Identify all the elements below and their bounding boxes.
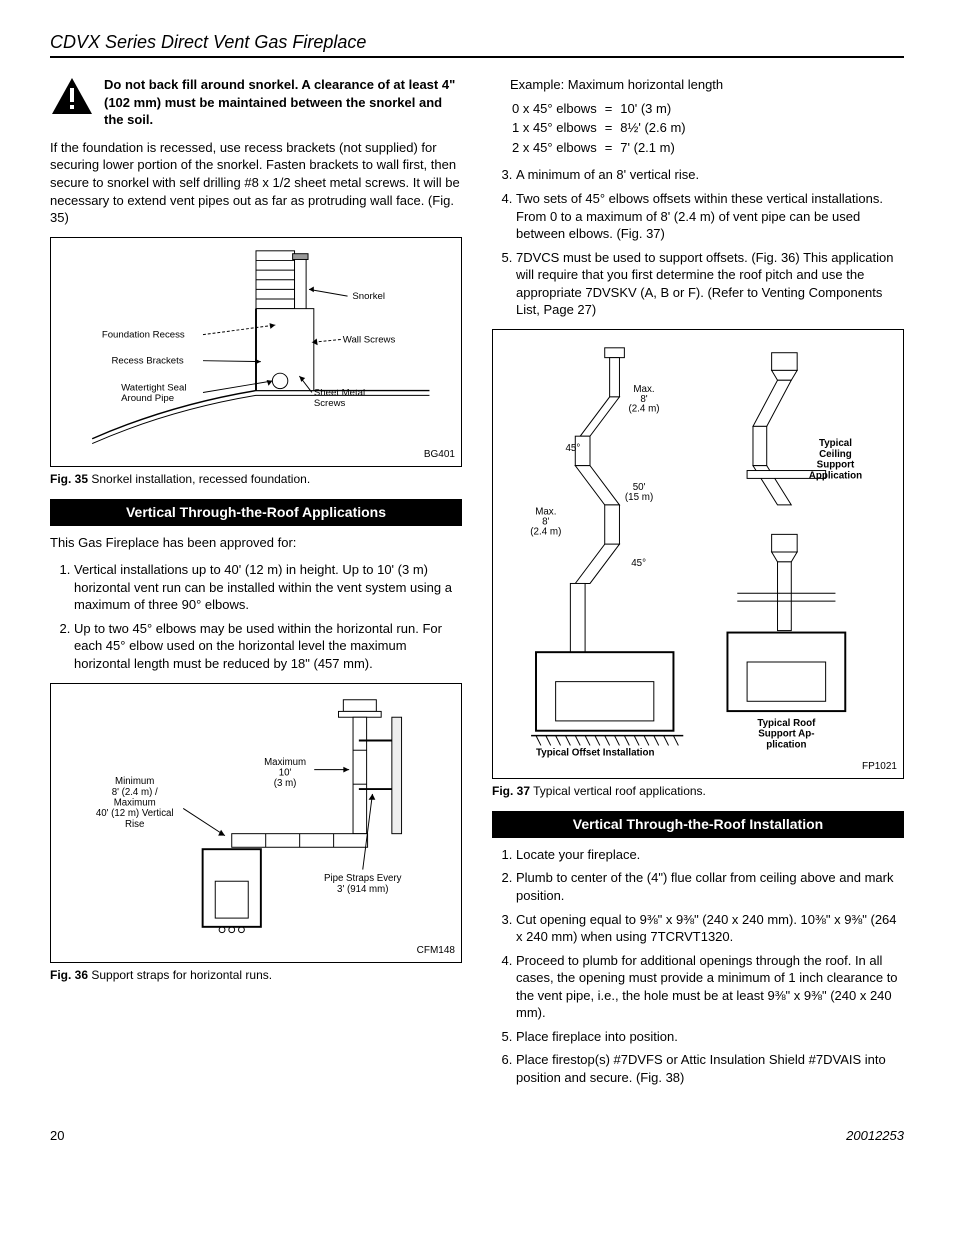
document-number: 20012253 xyxy=(846,1127,904,1145)
document-title: CDVX Series Direct Vent Gas Fireplace xyxy=(50,30,904,58)
elbow-table: 0 x 45° elbows=10' (3 m) 1 x 45° elbows=… xyxy=(510,98,694,159)
svg-text:TypicalCeilingSupportApplicati: TypicalCeilingSupportApplication xyxy=(809,438,862,481)
figure-36-code: CFM148 xyxy=(417,944,455,958)
svg-text:50'(15 m): 50'(15 m) xyxy=(625,482,653,503)
page-footer: 20 20012253 xyxy=(50,1127,904,1145)
list-item: Place firestop(s) #7DVFS or Attic Insula… xyxy=(516,1051,904,1086)
two-column-layout: Do not back fill around snorkel. A clear… xyxy=(50,76,904,1096)
svg-text:Foundation Recess: Foundation Recess xyxy=(102,329,185,340)
svg-text:Pipe Straps Every3' (914 mm): Pipe Straps Every3' (914 mm) xyxy=(324,873,402,895)
figure-37-caption: Fig. 37 Typical vertical roof applicatio… xyxy=(492,783,904,799)
section-heading-applications: Vertical Through-the-Roof Applications xyxy=(50,499,462,526)
left-column: Do not back fill around snorkel. A clear… xyxy=(50,76,462,1096)
svg-text:45°: 45° xyxy=(631,558,646,569)
list-item: Up to two 45° elbows may be used within … xyxy=(74,620,462,673)
svg-text:Typical RoofSupport Ap-plicati: Typical RoofSupport Ap-plication xyxy=(757,718,816,751)
figure-35-caption: Fig. 35 Snorkel installation, recessed f… xyxy=(50,471,462,487)
svg-text:Sheet MetalScrews: Sheet MetalScrews xyxy=(314,387,365,409)
figure-35: Snorkel Foundation Recess Wall Screws Re… xyxy=(50,237,462,467)
svg-text:Minimum8' (2.4 m) /Maximum40': Minimum8' (2.4 m) /Maximum40' (12 m) Ver… xyxy=(96,776,174,830)
figure-36-caption: Fig. 36 Support straps for horizontal ru… xyxy=(50,967,462,983)
svg-text:45°: 45° xyxy=(565,443,580,454)
foundation-paragraph: If the foundation is recessed, use reces… xyxy=(50,139,462,227)
warning-icon xyxy=(50,76,94,121)
svg-text:Wall Screws: Wall Screws xyxy=(343,334,396,345)
section-heading-installation: Vertical Through-the-Roof Installation xyxy=(492,811,904,838)
svg-text:Max.8'(2.4 m): Max.8'(2.4 m) xyxy=(628,384,659,415)
applications-list: Vertical installations up to 40' (12 m) … xyxy=(50,561,462,672)
list-item: Vertical installations up to 40' (12 m) … xyxy=(74,561,462,614)
list-item: Cut opening equal to 9⅜" x 9⅜" (240 x 24… xyxy=(516,911,904,946)
list-item: Plumb to center of the (4") flue collar … xyxy=(516,869,904,904)
warning-text: Do not back fill around snorkel. A clear… xyxy=(104,76,462,129)
applications-list-continued: A minimum of an 8' vertical rise. Two se… xyxy=(492,166,904,318)
warning-block: Do not back fill around snorkel. A clear… xyxy=(50,76,462,129)
approved-text: This Gas Fireplace has been approved for… xyxy=(50,534,462,552)
list-item: A minimum of an 8' vertical rise. xyxy=(516,166,904,184)
installation-list: Locate your fireplace. Plumb to center o… xyxy=(492,846,904,1087)
svg-text:Snorkel: Snorkel xyxy=(352,291,385,302)
page-number: 20 xyxy=(50,1127,64,1145)
list-item: Locate your fireplace. xyxy=(516,846,904,864)
figure-36: Maximum10'(3 m) Minimum8' (2.4 m) /Maxim… xyxy=(50,683,462,963)
svg-text:Typical Offset Installation: Typical Offset Installation xyxy=(536,747,655,758)
svg-text:Watertight SealAround Pipe: Watertight SealAround Pipe xyxy=(121,382,186,404)
right-column: Example: Maximum horizontal length 0 x 4… xyxy=(492,76,904,1096)
figure-37: Max.8'(2.4 m) 45° 50'(15 m) Max.8'(2.4 m… xyxy=(492,329,904,779)
list-item: Place fireplace into position. xyxy=(516,1028,904,1046)
list-item: Two sets of 45° elbows offsets within th… xyxy=(516,190,904,243)
svg-text:Recess Brackets: Recess Brackets xyxy=(111,355,183,366)
svg-text:Maximum10'(3 m): Maximum10'(3 m) xyxy=(264,756,306,788)
example-label: Example: Maximum horizontal length xyxy=(510,76,904,94)
figure-35-code: BG401 xyxy=(424,448,455,462)
list-item: Proceed to plumb for additional openings… xyxy=(516,952,904,1022)
list-item: 7DVCS must be used to support offsets. (… xyxy=(516,249,904,319)
figure-37-code: FP1021 xyxy=(862,760,897,774)
svg-text:Max.8'(2.4 m): Max.8'(2.4 m) xyxy=(530,507,561,538)
